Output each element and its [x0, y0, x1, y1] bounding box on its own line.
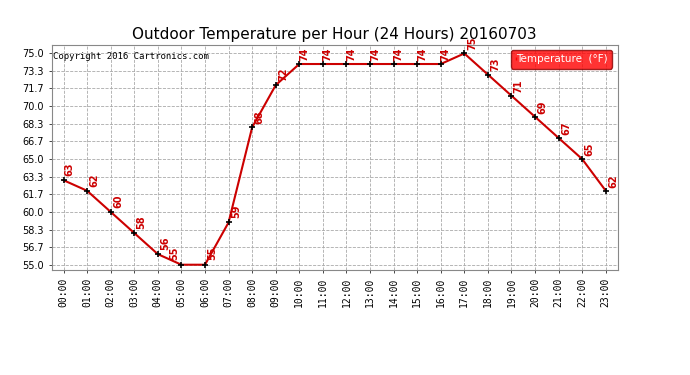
Text: 74: 74 [346, 47, 357, 61]
Text: 74: 74 [441, 47, 451, 61]
Text: 56: 56 [160, 236, 170, 250]
Text: 74: 74 [393, 47, 404, 61]
Title: Outdoor Temperature per Hour (24 Hours) 20160703: Outdoor Temperature per Hour (24 Hours) … [132, 27, 537, 42]
Text: 58: 58 [137, 215, 146, 229]
Text: 55: 55 [207, 247, 217, 261]
Text: 69: 69 [538, 100, 547, 114]
Text: 74: 74 [323, 47, 333, 61]
Text: 74: 74 [417, 47, 427, 61]
Text: 74: 74 [299, 47, 309, 61]
Text: 55: 55 [170, 247, 179, 261]
Text: 67: 67 [561, 121, 571, 135]
Text: 60: 60 [113, 194, 123, 208]
Text: Copyright 2016 Cartronics.com: Copyright 2016 Cartronics.com [53, 52, 209, 61]
Text: 68: 68 [255, 111, 264, 124]
Text: 62: 62 [90, 173, 99, 186]
Text: 72: 72 [278, 68, 288, 81]
Text: 74: 74 [370, 47, 380, 61]
Legend: Temperature  (°F): Temperature (°F) [511, 50, 612, 69]
Text: 73: 73 [491, 58, 500, 71]
Text: 63: 63 [65, 162, 75, 176]
Text: 71: 71 [514, 79, 524, 93]
Text: 59: 59 [231, 205, 241, 218]
Text: 65: 65 [584, 142, 595, 156]
Text: 75: 75 [468, 37, 478, 50]
Text: 62: 62 [608, 174, 618, 188]
